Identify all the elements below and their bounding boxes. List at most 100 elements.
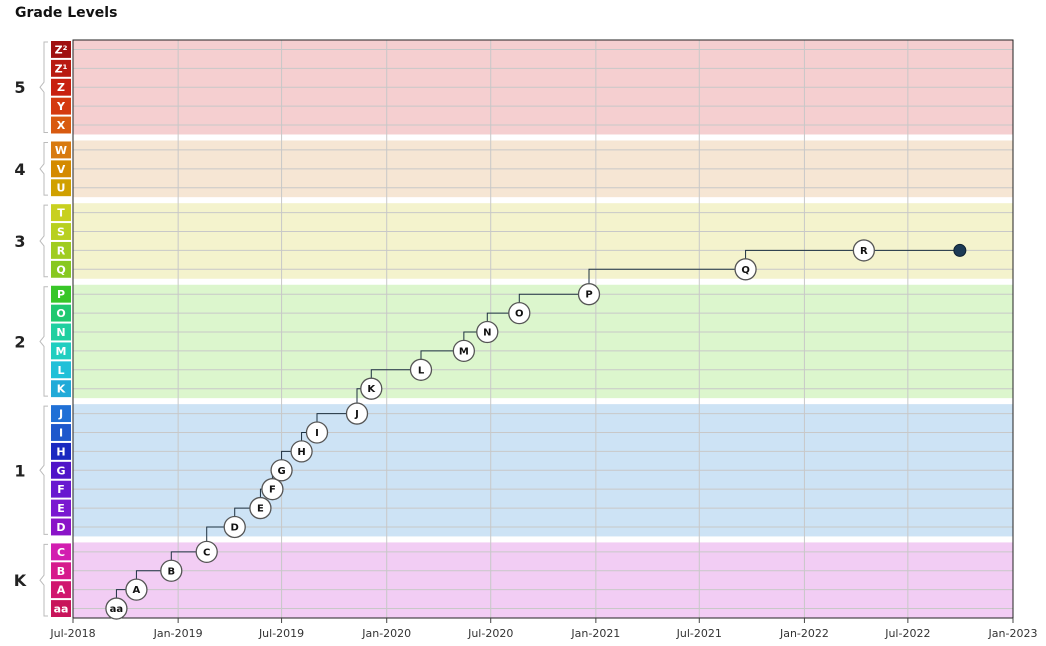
point-marker-H [290, 440, 313, 463]
level-chip-C [51, 543, 71, 561]
level-label-B: B [57, 565, 65, 578]
point-marker-R [852, 239, 876, 262]
grade-bracket-4 [39, 141, 48, 196]
plot-border [72, 39, 1014, 619]
level-label-I: I [59, 426, 63, 439]
point-marker-B [160, 559, 183, 582]
point-label-I: I [315, 428, 319, 439]
level-label-D: D [56, 521, 65, 534]
current-marker [953, 243, 967, 257]
point-marker-M [452, 339, 476, 363]
level-chip-V [51, 160, 71, 178]
grade-band-K [73, 542, 1013, 618]
level-label-H: H [56, 445, 65, 458]
grade-bracket-1 [39, 405, 48, 535]
x-tick-label: Jan-2021 [570, 627, 620, 640]
grade-bracket-K [39, 543, 48, 617]
level-chip-E [51, 499, 71, 517]
grid-lines [72, 39, 1014, 619]
chart-title: Grade Levels [15, 5, 118, 21]
level-chip-X [51, 116, 71, 134]
point-label-aa: aa [110, 604, 124, 615]
x-tick-label: Jul-2018 [49, 627, 95, 640]
grade-label-4: 4 [14, 160, 25, 179]
level-chip-S [51, 223, 71, 240]
level-label-C: C [57, 546, 65, 559]
point-marker-I [305, 421, 329, 444]
point-label-H: H [297, 447, 305, 458]
grade-bracket-2 [39, 286, 48, 397]
level-chip-Z [51, 78, 71, 96]
level-chip-Q [51, 260, 71, 278]
level-label-X: X [57, 119, 66, 132]
grade-bracket-5 [39, 41, 48, 133]
point-label-Q: Q [741, 265, 750, 276]
x-tick-label: Jan-2019 [153, 627, 203, 640]
level-chip-Z¹ [51, 59, 71, 77]
level-label-L: L [57, 364, 64, 377]
level-chip-A [51, 581, 71, 599]
point-marker-D [223, 515, 246, 539]
grade-label-K: K [14, 571, 27, 590]
point-label-L: L [418, 365, 425, 376]
level-chip-P [51, 285, 71, 303]
point-marker-O [508, 301, 531, 325]
level-chip-aa [51, 600, 71, 617]
point-marker-A [125, 578, 148, 601]
level-label-aa: aa [54, 603, 69, 616]
point-label-P: P [585, 290, 592, 301]
x-tick-label: Jan-2023 [988, 627, 1038, 640]
level-label-F: F [57, 483, 65, 496]
point-marker-P [577, 283, 601, 306]
level-chip-G [51, 461, 71, 479]
point-label-N: N [483, 328, 491, 339]
grade-bracket-3 [39, 204, 48, 278]
point-marker-E [249, 496, 272, 520]
point-label-J: J [354, 409, 359, 420]
point-label-E: E [257, 504, 264, 515]
level-label-N: N [56, 326, 65, 339]
point-label-D: D [231, 522, 239, 533]
x-axis: Jul-2018 Jan-2019 Jul-2019 Jan-2020 Jul-2020… [49, 618, 1037, 640]
point-marker-N [476, 320, 499, 344]
level-label-U: U [57, 182, 66, 195]
level-chip-M [51, 342, 71, 360]
level-label-K: K [57, 383, 66, 396]
level-chip-I [51, 424, 71, 441]
grade-label-5: 5 [14, 78, 25, 97]
level-label-W: W [55, 144, 67, 157]
point-label-O: O [515, 309, 524, 320]
x-tick-label: Jul-2021 [676, 627, 722, 640]
level-label-Y: Y [56, 100, 66, 113]
level-label-M: M [56, 345, 67, 358]
point-label-F: F [269, 485, 276, 496]
level-label-Z: Z [57, 81, 65, 94]
point-label-K: K [367, 384, 376, 395]
point-marker-K [360, 377, 383, 400]
level-label-A: A [57, 584, 66, 597]
level-label-P: P [57, 288, 65, 301]
point-label-G: G [277, 466, 285, 477]
grade-labels: K 1 2 3 4 5 [14, 41, 48, 617]
point-marker-F [261, 478, 284, 501]
point-label-B: B [167, 566, 175, 577]
level-label-G: G [56, 464, 65, 477]
level-label-Q: Q [56, 263, 65, 276]
level-chip-R [51, 241, 71, 259]
level-chip-K [51, 380, 71, 398]
level-label-E: E [57, 502, 65, 515]
x-tick-label: Jan-2020 [361, 627, 411, 640]
grade-bands [73, 40, 1013, 618]
grade-label-3: 3 [14, 232, 25, 251]
level-label-J: J [58, 408, 63, 421]
point-marker-Q [734, 258, 757, 281]
level-chip-F [51, 480, 71, 498]
grade-band-2 [73, 284, 1013, 399]
grade-label-2: 2 [14, 332, 25, 351]
level-chip-H [51, 442, 71, 460]
level-chip-U [51, 179, 71, 197]
level-chip-L [51, 361, 71, 379]
level-chip-T [51, 204, 71, 222]
point-label-C: C [203, 547, 210, 558]
